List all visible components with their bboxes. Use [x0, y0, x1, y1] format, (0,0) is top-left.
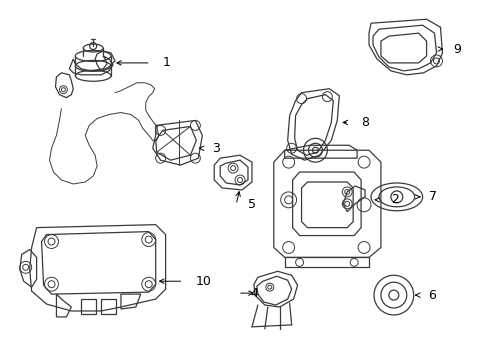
Text: 4: 4 — [249, 287, 257, 300]
Text: 5: 5 — [247, 198, 255, 211]
Text: 1: 1 — [163, 57, 170, 69]
Text: 6: 6 — [427, 289, 436, 302]
Text: 10: 10 — [195, 275, 211, 288]
Text: 7: 7 — [427, 190, 436, 203]
Text: 8: 8 — [360, 116, 368, 129]
Text: 2: 2 — [390, 193, 398, 206]
Text: 9: 9 — [452, 42, 460, 55]
Text: 3: 3 — [212, 142, 220, 155]
